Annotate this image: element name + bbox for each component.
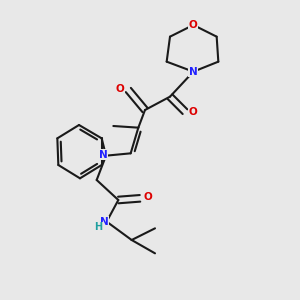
Text: O: O xyxy=(143,192,152,202)
Text: N: N xyxy=(100,217,109,227)
Text: N: N xyxy=(189,67,198,77)
Text: N: N xyxy=(99,150,107,160)
Text: O: O xyxy=(188,107,197,117)
Text: H: H xyxy=(94,222,102,232)
Text: O: O xyxy=(189,20,198,30)
Text: O: O xyxy=(116,84,124,94)
